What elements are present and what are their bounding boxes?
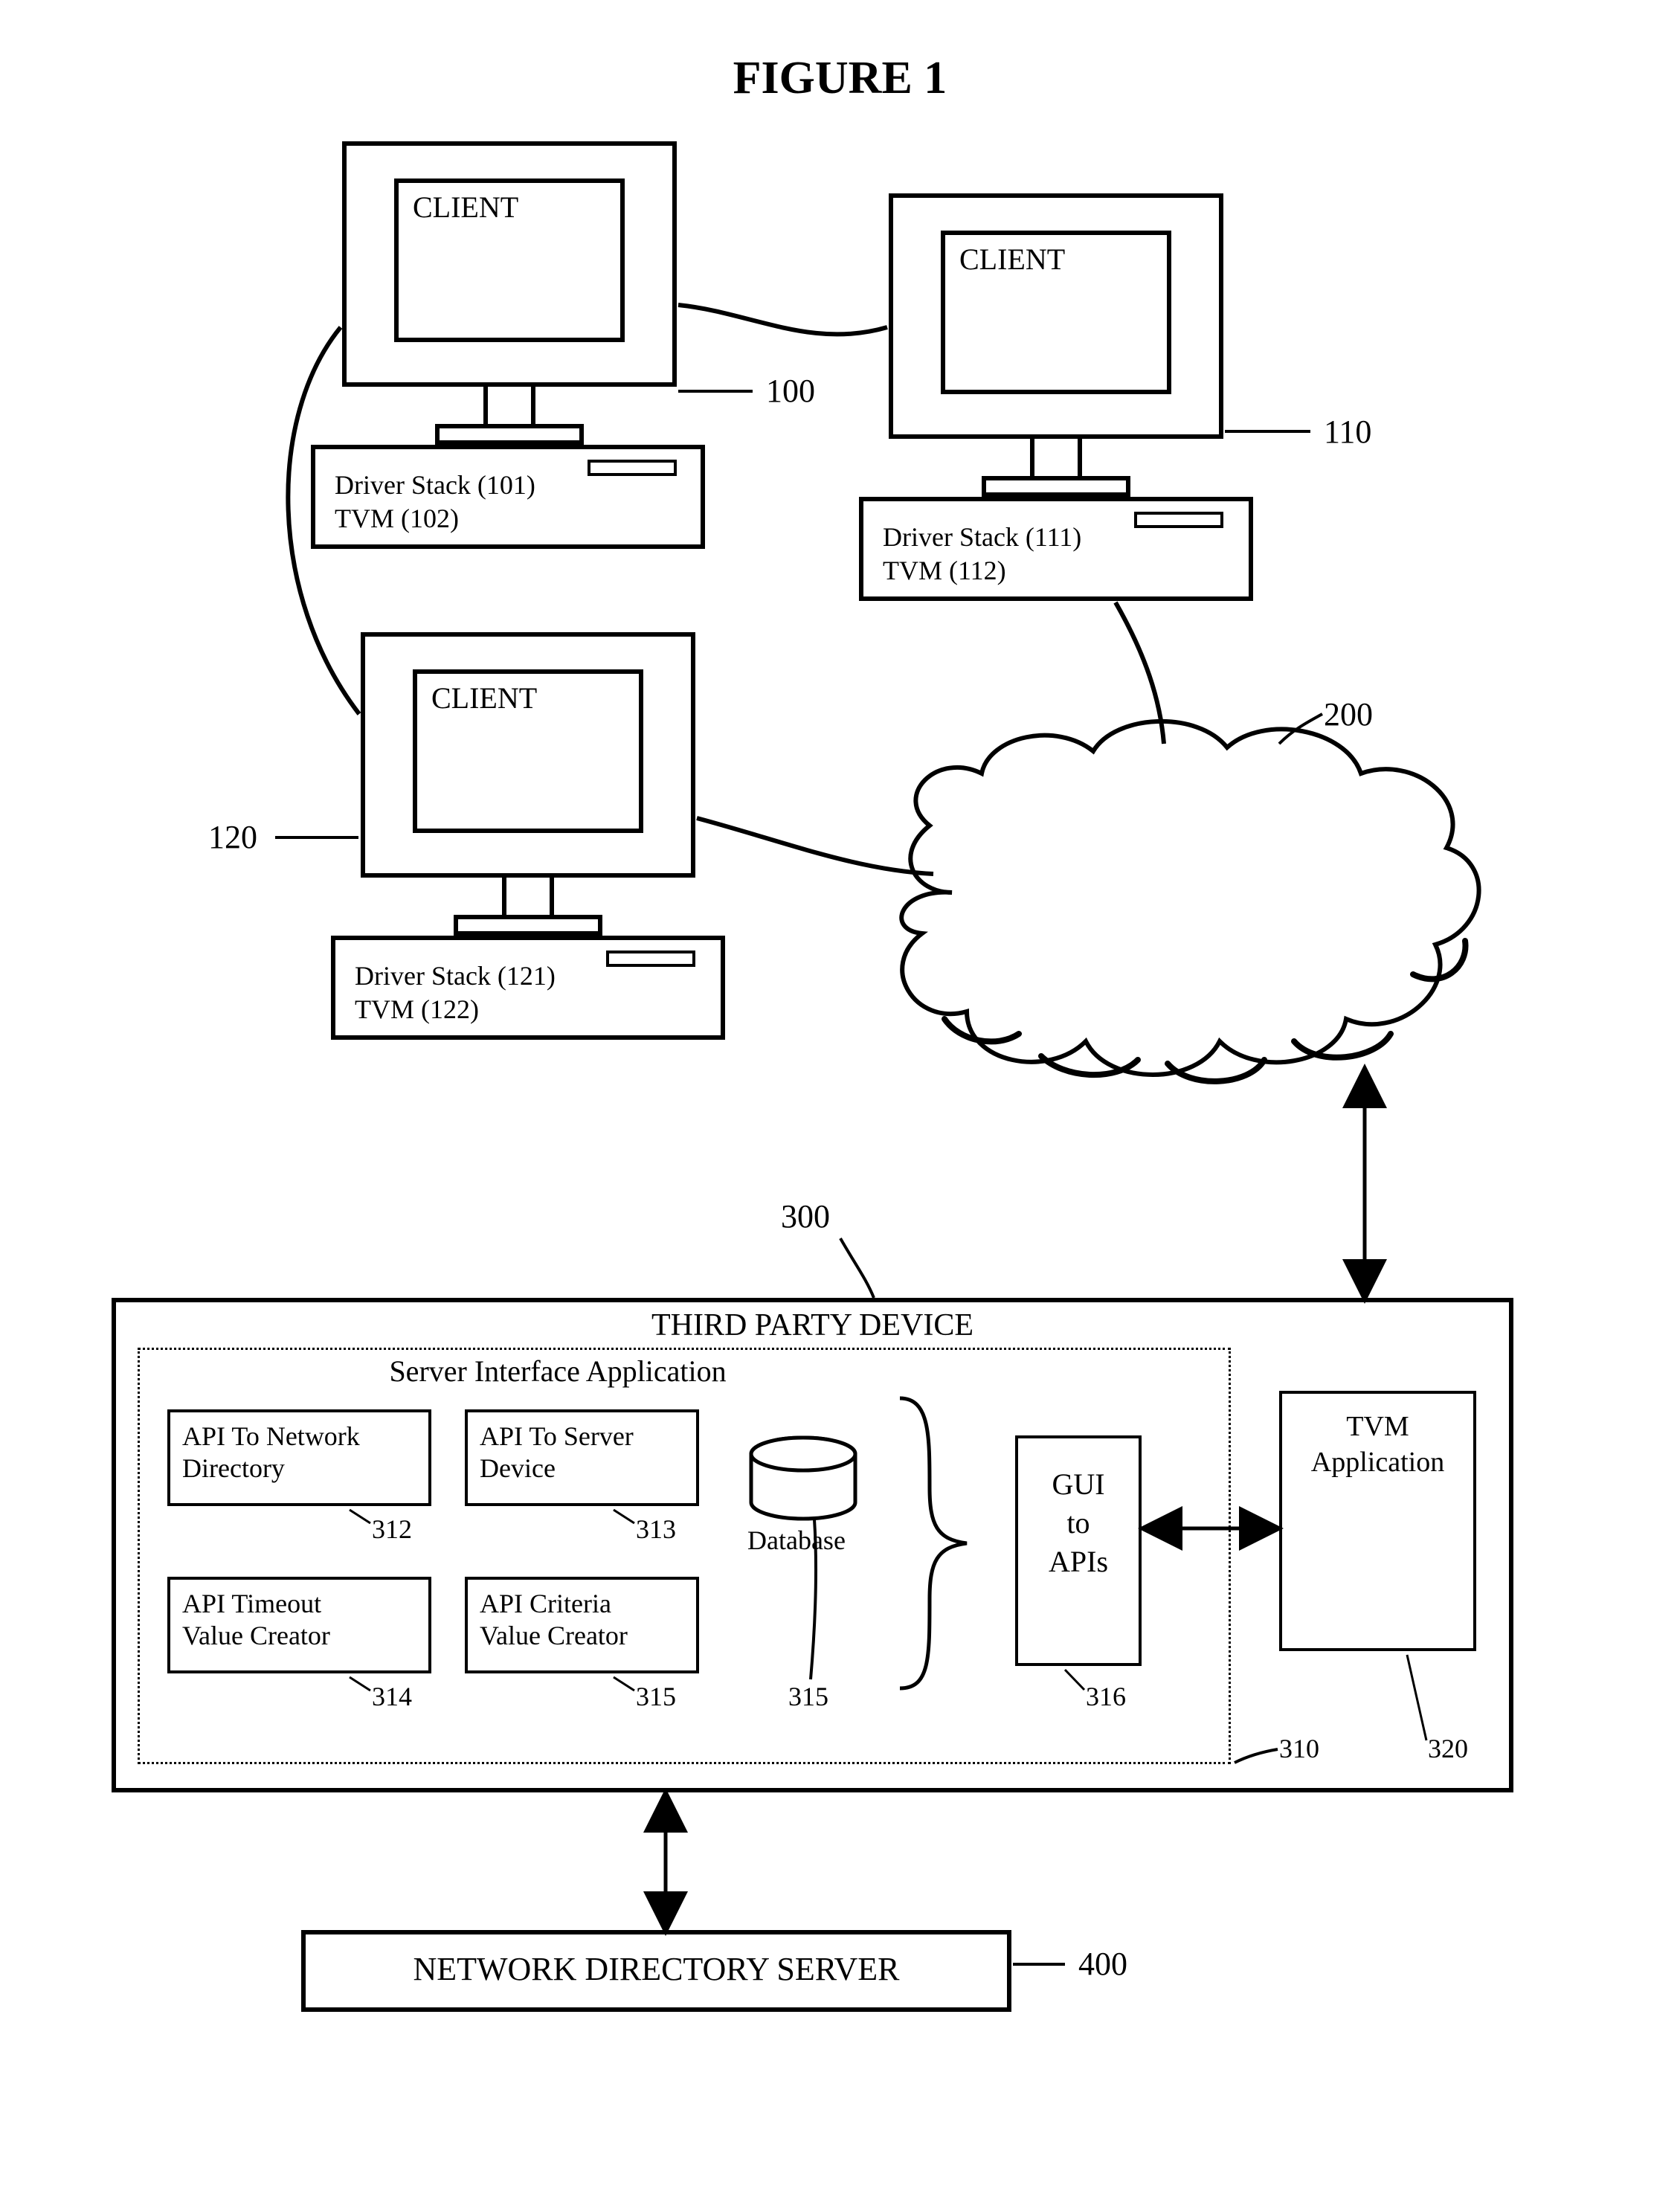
tpd-ref: 300 (781, 1197, 830, 1235)
client2-tower-text: Driver Stack (111) TVM (112) (883, 521, 1081, 588)
connectors-overlay (0, 0, 1680, 2200)
database-label: Database (747, 1525, 846, 1557)
client1-tower-text: Driver Stack (101) TVM (102) (335, 469, 535, 535)
client3-tower-text: Driver Stack (121) TVM (122) (355, 959, 556, 1026)
sia-title: Server Interface Application (297, 1354, 818, 1389)
cable-c2-net (1116, 602, 1164, 744)
network-directory-server-label: NETWORK DIRECTORY SERVER (301, 1950, 1011, 1988)
api-server-device-ref: 313 (636, 1514, 676, 1545)
network-ref-lead (1279, 714, 1322, 744)
api-network-directory-text: API To Network Directory (182, 1421, 360, 1485)
figure-title: FIGURE 1 (0, 52, 1680, 105)
nds-lead (1013, 1963, 1065, 1966)
client2-slot (1134, 512, 1223, 528)
client3-neck (502, 878, 554, 915)
client3-base (454, 915, 602, 936)
tvm-application-text: TVM Application (1279, 1409, 1476, 1480)
api-server-device-text: API To Server Device (480, 1421, 634, 1485)
api-criteria-text: API Criteria Value Creator (480, 1588, 628, 1652)
client1-label: CLIENT (413, 190, 518, 225)
gui-to-apis-text: GUI to APIs (1015, 1465, 1142, 1581)
client3-tower-line2: TVM (122) (355, 994, 479, 1024)
api-timeout-text: API Timeout Value Creator (182, 1588, 330, 1652)
client2-ref: 110 (1324, 413, 1371, 451)
client3-ref: 120 (208, 818, 257, 856)
cable-c1-c2 (678, 305, 887, 334)
client2-base (982, 476, 1130, 497)
client1-base (435, 424, 584, 445)
network-ref: 200 (1324, 695, 1373, 733)
tpd-title: THIRD PARTY DEVICE (112, 1308, 1513, 1343)
client3-lead (275, 836, 358, 839)
sia-ref: 310 (1279, 1733, 1319, 1764)
client2-tower-line1: Driver Stack (111) (883, 522, 1081, 552)
network-label: NETWORK (1116, 878, 1279, 916)
client2-lead (1225, 430, 1310, 433)
client1-ref: 100 (766, 372, 815, 410)
gui-to-apis-ref: 316 (1086, 1681, 1126, 1712)
client3-label: CLIENT (431, 681, 537, 715)
client3-slot (606, 951, 695, 967)
client3-tower-line1: Driver Stack (121) (355, 961, 556, 991)
client2-tower-line2: TVM (112) (883, 556, 1006, 585)
client1-slot (588, 460, 677, 476)
client1-tower-line1: Driver Stack (101) (335, 470, 535, 500)
client1-lead (678, 390, 753, 393)
client1-tower-line2: TVM (102) (335, 504, 459, 533)
client2-label: CLIENT (959, 242, 1065, 277)
api-timeout-ref: 314 (372, 1681, 412, 1712)
network-directory-server-ref: 400 (1078, 1945, 1127, 1983)
api-network-directory-ref: 312 (372, 1514, 412, 1545)
client2-neck (1030, 439, 1082, 476)
database-ref: 315 (788, 1681, 828, 1712)
tvm-application-ref: 320 (1428, 1733, 1468, 1764)
tpd-ref-lead (840, 1238, 874, 1298)
api-criteria-ref: 315 (636, 1681, 676, 1712)
cable-c3-net (697, 818, 933, 874)
client1-neck (483, 387, 535, 424)
